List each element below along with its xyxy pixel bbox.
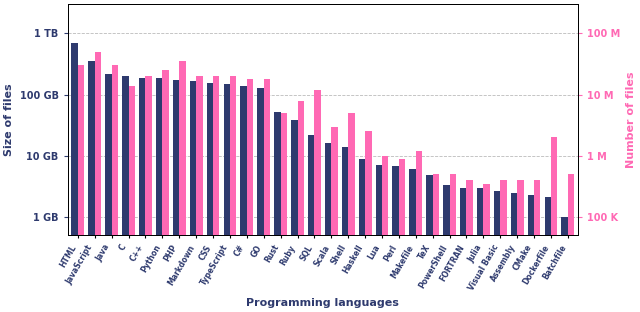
Bar — [382, 156, 388, 312]
Bar — [392, 166, 399, 312]
Bar — [129, 85, 135, 312]
Bar — [257, 88, 264, 312]
Bar — [95, 52, 101, 312]
Bar — [139, 78, 145, 312]
Bar — [213, 76, 220, 312]
Bar — [348, 113, 355, 312]
Bar — [433, 174, 439, 312]
Bar — [241, 85, 247, 312]
Bar — [230, 76, 236, 312]
Bar — [298, 100, 304, 312]
X-axis label: Programming languages: Programming languages — [246, 298, 399, 308]
Bar — [247, 79, 253, 312]
Bar — [365, 131, 372, 312]
Bar — [443, 185, 449, 312]
Bar — [78, 66, 84, 312]
Bar — [308, 135, 314, 312]
Bar — [122, 76, 129, 312]
Bar — [467, 180, 473, 312]
Bar — [111, 66, 118, 312]
Bar — [517, 180, 524, 312]
Bar — [332, 127, 338, 312]
Bar — [545, 197, 551, 312]
Bar — [88, 61, 95, 312]
Bar — [376, 164, 382, 312]
Bar — [156, 78, 163, 312]
Bar — [173, 80, 179, 312]
Bar — [561, 217, 568, 312]
Bar — [163, 70, 169, 312]
Bar — [449, 174, 456, 312]
Bar — [189, 81, 196, 312]
Bar — [179, 61, 186, 312]
Bar — [416, 151, 422, 312]
Y-axis label: Number of files: Number of files — [626, 71, 636, 168]
Bar — [426, 175, 433, 312]
Bar — [314, 90, 321, 312]
Bar — [477, 188, 483, 312]
Bar — [551, 137, 557, 312]
Bar — [527, 195, 534, 312]
Bar — [568, 174, 574, 312]
Bar — [358, 158, 365, 312]
Bar — [483, 184, 490, 312]
Bar — [145, 76, 152, 312]
Y-axis label: Size of files: Size of files — [4, 84, 14, 156]
Bar — [196, 76, 203, 312]
Bar — [207, 83, 213, 312]
Bar — [534, 180, 541, 312]
Bar — [494, 191, 500, 312]
Bar — [511, 193, 517, 312]
Bar — [223, 84, 230, 312]
Bar — [280, 113, 287, 312]
Bar — [72, 43, 78, 312]
Bar — [105, 74, 111, 312]
Bar — [410, 168, 416, 312]
Bar — [274, 112, 280, 312]
Bar — [460, 188, 467, 312]
Bar — [264, 79, 270, 312]
Bar — [500, 180, 507, 312]
Bar — [325, 143, 332, 312]
Bar — [291, 120, 298, 312]
Bar — [342, 147, 348, 312]
Bar — [399, 158, 405, 312]
